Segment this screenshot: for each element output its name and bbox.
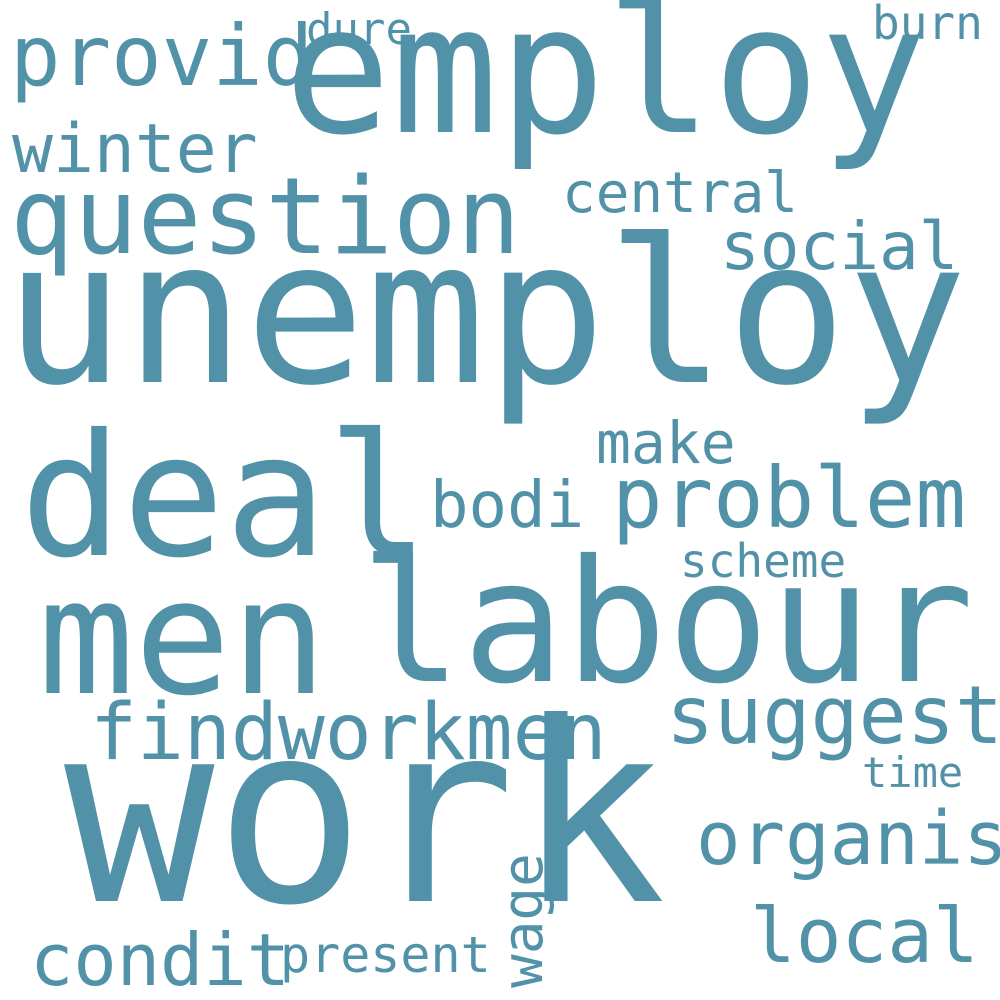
- word-bodi: bodi: [430, 469, 585, 543]
- word-problem: problem: [612, 449, 967, 547]
- word-employ: employ: [284, 0, 927, 174]
- word-organis: organis: [696, 796, 1000, 882]
- word-make: make: [596, 409, 736, 477]
- word-condit: condit: [30, 918, 291, 1000]
- word-social: social: [720, 208, 959, 285]
- word-provid: provid: [10, 7, 314, 105]
- word-wage: wage: [491, 853, 556, 988]
- word-burn: burn: [872, 0, 983, 50]
- word-work: work: [64, 669, 667, 960]
- word-findworkmen: findworkmen: [90, 688, 607, 778]
- word-present: present: [280, 926, 491, 984]
- word-central: central: [562, 161, 799, 226]
- word-question: question: [10, 155, 521, 278]
- word-deal: deal: [20, 398, 430, 596]
- word-time: time: [862, 748, 964, 797]
- word-winter: winter: [12, 110, 258, 189]
- word-dure: dure: [306, 4, 412, 55]
- word-labour: labour: [360, 524, 975, 722]
- word-scheme: scheme: [680, 534, 847, 588]
- word-suggest: suggest: [666, 669, 1000, 762]
- word-unemploy: unemploy: [4, 197, 968, 430]
- word-local: local: [750, 891, 979, 980]
- word-men: men: [38, 544, 327, 731]
